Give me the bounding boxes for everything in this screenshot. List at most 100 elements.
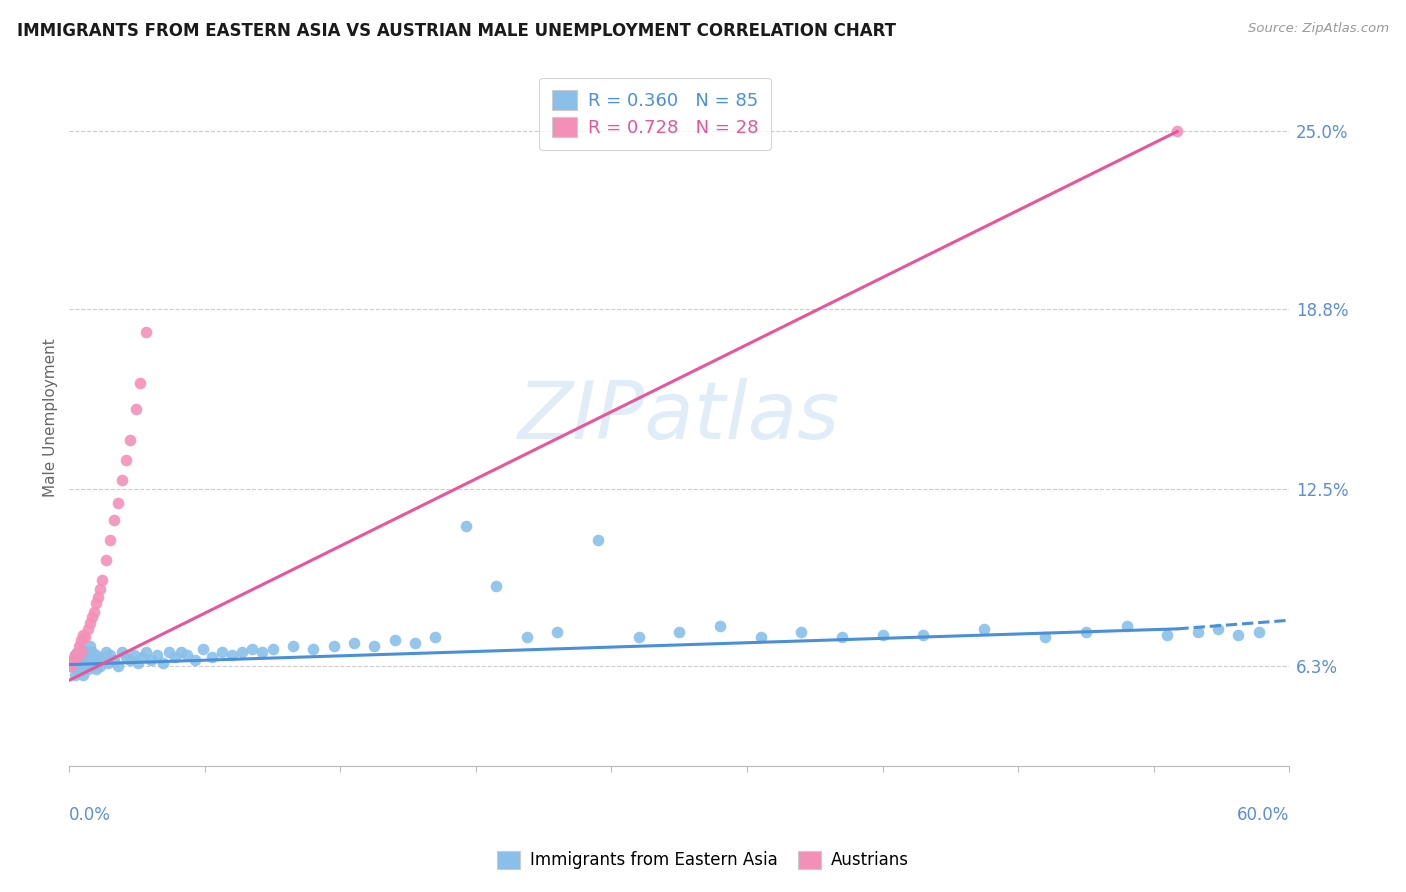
Point [485,579,508,593]
Point [252,645,274,659]
Y-axis label: Male Unemployment: Male Unemployment [44,338,58,497]
Point [62,653,84,667]
Point [912,627,935,641]
Text: Source: ZipAtlas.com: Source: ZipAtlas.com [1249,22,1389,36]
Point [70,641,93,656]
Point [89,582,111,596]
Point [139,653,162,667]
Point [343,636,366,650]
Point [211,645,233,659]
Point [84,662,107,676]
Point [240,641,263,656]
Point [86,591,108,605]
Point [135,325,157,339]
Point [1074,624,1097,639]
Point [135,645,157,659]
Point [72,653,94,667]
Point [111,645,134,659]
Point [79,656,101,670]
Point [67,650,90,665]
Point [75,645,97,659]
Point [127,656,149,670]
Point [627,631,650,645]
Point [65,667,87,681]
Point [66,650,89,665]
Point [60,659,83,673]
Point [65,648,87,662]
Point [363,639,385,653]
Point [872,627,894,641]
Point [586,533,609,548]
Point [831,631,853,645]
Point [384,633,406,648]
Point [1206,622,1229,636]
Point [107,496,129,510]
Point [83,653,105,667]
Point [97,656,120,670]
Point [170,645,193,659]
Point [124,648,146,662]
Legend: Immigrants from Eastern Asia, Austrians: Immigrants from Eastern Asia, Austrians [486,840,920,880]
Legend: R = 0.360   N = 85, R = 0.728   N = 28: R = 0.360 N = 85, R = 0.728 N = 28 [538,78,770,150]
Point [80,659,103,673]
Point [72,627,94,641]
Point [129,376,152,390]
Point [125,401,148,416]
Point [80,645,103,659]
Text: 60.0%: 60.0% [1237,806,1289,824]
Point [84,596,107,610]
Point [1247,624,1270,639]
Point [231,645,253,659]
Point [1033,631,1056,645]
Point [94,553,117,567]
Point [76,662,98,676]
Point [709,619,731,633]
Point [98,648,121,662]
Point [120,433,142,447]
Point [90,574,112,588]
Point [176,648,198,662]
Point [163,650,186,665]
Point [79,616,101,631]
Point [75,631,97,645]
Point [200,650,222,665]
Point [322,639,344,653]
Point [75,659,97,673]
Point [546,624,568,639]
Point [83,605,105,619]
Point [70,633,93,648]
Point [184,653,207,667]
Point [62,653,84,667]
Point [94,645,117,659]
Point [1187,624,1209,639]
Point [67,665,90,679]
Point [516,631,538,645]
Point [115,650,138,665]
Point [302,641,325,656]
Point [70,659,93,673]
Point [425,631,447,645]
Point [76,622,98,636]
Point [668,624,690,639]
Point [454,519,477,533]
Point [1156,627,1178,641]
Point [221,648,243,662]
Text: ZIPatlas: ZIPatlas [519,378,841,457]
Point [193,641,215,656]
Point [84,648,107,662]
Point [115,453,138,467]
Point [65,648,87,662]
Point [404,636,426,650]
Point [80,610,103,624]
Point [749,631,772,645]
Point [1166,124,1188,138]
Point [72,667,94,681]
Point [973,622,995,636]
Text: 0.0%: 0.0% [69,806,111,824]
Point [86,656,108,670]
Point [76,648,98,662]
Point [281,639,304,653]
Point [1227,627,1250,641]
Point [120,653,142,667]
Point [67,639,90,653]
